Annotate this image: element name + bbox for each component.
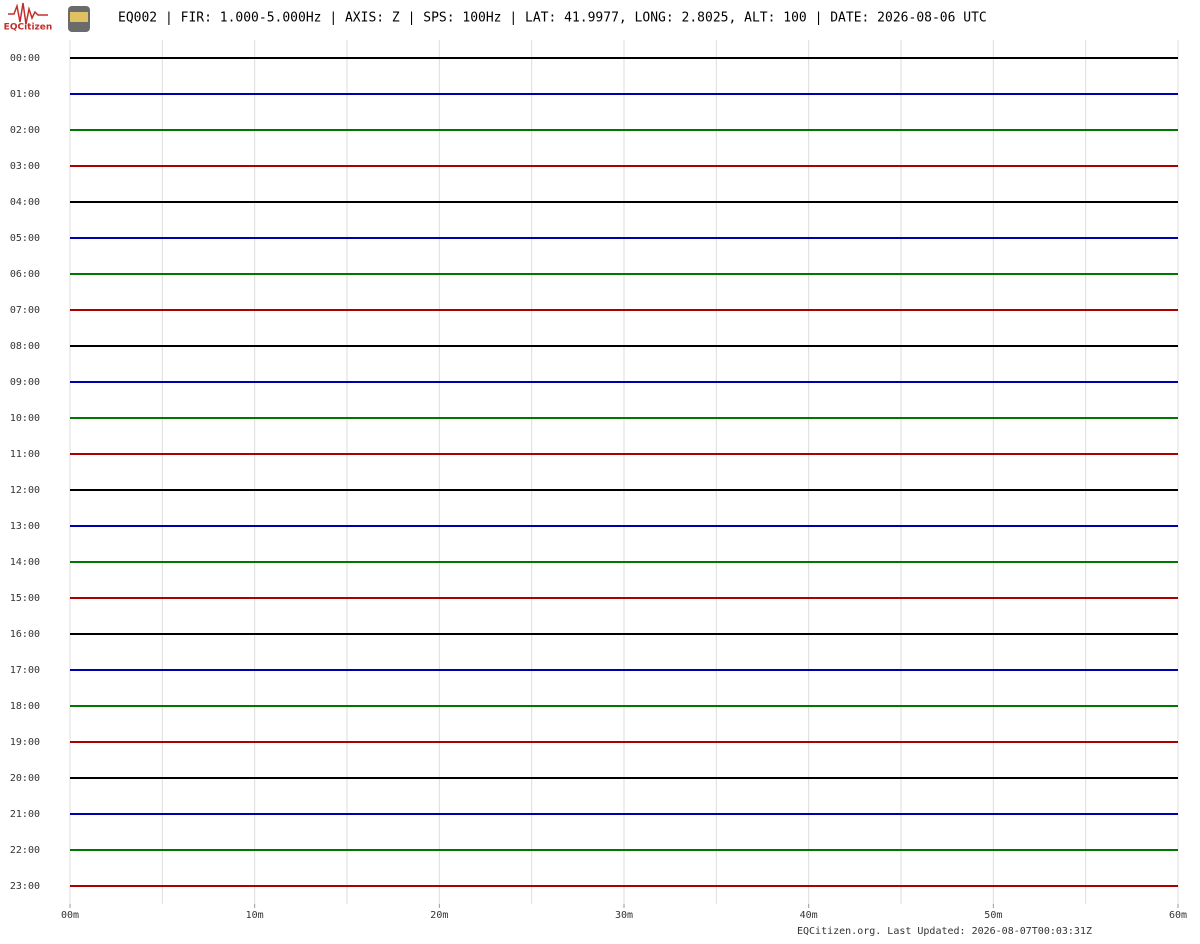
- sensor-band: [70, 12, 88, 22]
- header-title: EQ002 | FIR: 1.000-5.000Hz | AXIS: Z | S…: [118, 11, 987, 26]
- row-label: 13:00: [10, 521, 40, 532]
- x-tick-label: 40m: [800, 910, 818, 921]
- row-label: 21:00: [10, 809, 40, 820]
- row-label: 22:00: [10, 845, 40, 856]
- row-label: 19:00: [10, 737, 40, 748]
- logo-wave: [8, 2, 48, 25]
- row-label: 08:00: [10, 341, 40, 352]
- row-label: 06:00: [10, 269, 40, 280]
- row-label: 12:00: [10, 485, 40, 496]
- row-label: 09:00: [10, 377, 40, 388]
- row-label: 23:00: [10, 881, 40, 892]
- row-label: 20:00: [10, 773, 40, 784]
- row-label: 14:00: [10, 557, 40, 568]
- logo-text: EQCitizen: [4, 23, 53, 33]
- row-label: 18:00: [10, 701, 40, 712]
- row-label: 16:00: [10, 629, 40, 640]
- logo: EQCitizen: [4, 2, 90, 33]
- x-tick-label: 10m: [246, 910, 264, 921]
- x-tick-label: 50m: [984, 910, 1002, 921]
- x-tick-label: 00m: [61, 910, 79, 921]
- x-tick-label: 20m: [430, 910, 448, 921]
- row-label: 11:00: [10, 449, 40, 460]
- row-label: 00:00: [10, 53, 40, 64]
- row-label: 04:00: [10, 197, 40, 208]
- footer-text: EQCitizen.org. Last Updated: 2026-08-07T…: [797, 926, 1092, 937]
- x-tick-label: 30m: [615, 910, 633, 921]
- row-label: 10:00: [10, 413, 40, 424]
- row-label: 07:00: [10, 305, 40, 316]
- x-tick-label: 60m: [1169, 910, 1187, 921]
- row-label: 01:00: [10, 89, 40, 100]
- row-label: 05:00: [10, 233, 40, 244]
- row-label: 17:00: [10, 665, 40, 676]
- row-label: 15:00: [10, 593, 40, 604]
- row-label: 02:00: [10, 125, 40, 136]
- row-label: 03:00: [10, 161, 40, 172]
